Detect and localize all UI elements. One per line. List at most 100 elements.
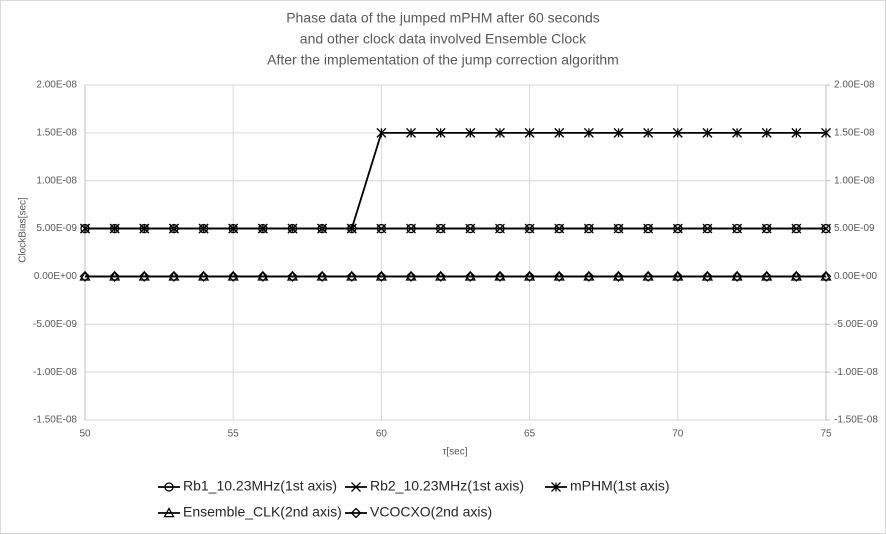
marker — [524, 271, 536, 282]
marker — [613, 271, 624, 282]
y-tick-label: 5.00E-09 — [36, 223, 77, 234]
y2-tick-label: 1.50E-08 — [834, 127, 875, 138]
y-tick-label: -1.00E-08 — [33, 367, 77, 378]
marker — [613, 223, 624, 234]
chart-title: and other clock data involved Ensemble C… — [300, 31, 587, 47]
marker — [791, 127, 802, 138]
marker — [139, 223, 150, 234]
x-tick-label: 60 — [376, 429, 388, 440]
marker — [821, 223, 831, 234]
legend-marker — [551, 482, 561, 492]
legend-label: Ensemble_CLK(2nd axis) — [183, 504, 342, 520]
marker — [702, 223, 713, 234]
y-tick-label: 2.00E-08 — [36, 80, 77, 91]
marker — [109, 271, 121, 282]
y-tick-label: 1.00E-08 — [36, 175, 77, 186]
marker — [642, 271, 654, 282]
marker — [732, 223, 743, 234]
legend-label: VCOCXO(2nd axis) — [370, 504, 492, 520]
marker — [821, 223, 831, 234]
marker — [702, 127, 713, 138]
y2-tick-label: -1.00E-08 — [834, 367, 878, 378]
x-axis-label: τ[sec] — [442, 447, 467, 458]
marker — [554, 127, 565, 138]
marker — [346, 223, 357, 234]
marker — [138, 271, 150, 282]
marker — [79, 271, 91, 282]
marker — [673, 223, 683, 234]
legend-label: mPHM(1st axis) — [570, 478, 670, 494]
y2-tick-label: 2.00E-08 — [834, 80, 875, 91]
marker — [257, 223, 268, 234]
marker — [762, 223, 772, 234]
marker — [613, 127, 624, 138]
legend-label: Rb2_10.23MHz(1st axis) — [370, 478, 524, 494]
marker — [287, 223, 298, 234]
marker — [436, 223, 446, 234]
marker — [228, 223, 239, 234]
legend-marker — [350, 507, 362, 519]
legend-marker — [164, 482, 174, 492]
marker — [376, 223, 387, 234]
marker — [790, 271, 802, 282]
x-tick-label: 70 — [672, 429, 684, 440]
y-tick-label: -1.50E-08 — [33, 415, 77, 426]
chart-title: Phase data of the jumped mPHM after 60 s… — [286, 10, 600, 26]
x-tick-label: 55 — [228, 429, 240, 440]
marker — [109, 223, 120, 234]
y2-tick-label: -5.00E-09 — [834, 319, 878, 330]
marker — [643, 223, 653, 234]
y2-tick-label: 0.00E+00 — [834, 271, 878, 282]
marker — [316, 271, 328, 282]
marker — [643, 127, 654, 138]
marker — [672, 271, 684, 282]
marker — [406, 223, 416, 234]
marker — [317, 223, 328, 234]
marker — [435, 271, 447, 282]
marker — [554, 223, 565, 234]
marker — [791, 223, 802, 234]
y-tick-label: 1.50E-08 — [36, 127, 77, 138]
legend-marker — [351, 482, 361, 492]
marker — [287, 271, 298, 282]
marker — [583, 127, 594, 138]
marker — [495, 127, 505, 138]
marker — [198, 271, 209, 282]
legend-label: Rb1_10.23MHz(1st axis) — [183, 478, 337, 494]
marker — [613, 223, 624, 234]
marker — [643, 223, 654, 234]
marker — [761, 223, 772, 234]
marker — [524, 127, 535, 138]
y-tick-label: 0.00E+00 — [34, 271, 78, 282]
marker — [494, 271, 506, 282]
marker — [80, 223, 90, 234]
y-tick-label: -5.00E-09 — [33, 319, 77, 330]
marker — [820, 271, 832, 282]
marker — [257, 271, 269, 282]
marker — [198, 223, 209, 234]
marker — [495, 223, 505, 234]
marker — [524, 223, 535, 234]
x-tick-label: 50 — [79, 429, 91, 440]
marker — [821, 127, 831, 138]
marker — [465, 223, 475, 234]
marker — [465, 127, 476, 138]
marker — [761, 127, 772, 138]
marker — [732, 223, 742, 234]
marker — [464, 271, 476, 282]
marker — [406, 223, 416, 234]
marker — [227, 271, 239, 282]
marker — [672, 127, 683, 138]
marker — [375, 271, 387, 282]
marker — [524, 223, 535, 234]
marker — [495, 223, 505, 234]
marker — [168, 223, 179, 234]
legend-marker — [163, 507, 175, 518]
marker — [584, 223, 594, 234]
marker — [791, 223, 802, 234]
marker — [406, 127, 416, 138]
marker — [702, 271, 713, 282]
chart-title: After the implementation of the jump cor… — [267, 52, 619, 68]
marker — [672, 223, 683, 234]
